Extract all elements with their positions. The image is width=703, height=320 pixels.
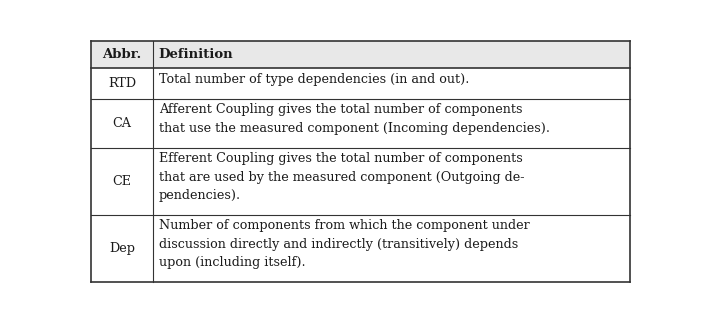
Text: Number of components from which the component under: Number of components from which the comp… xyxy=(159,220,529,232)
Text: Definition: Definition xyxy=(159,48,233,61)
Text: RTD: RTD xyxy=(108,77,136,90)
Bar xyxy=(91,41,630,68)
Text: CE: CE xyxy=(112,175,131,188)
Bar xyxy=(91,99,630,148)
Bar xyxy=(91,68,630,99)
Text: that are used by the measured component (Outgoing de-: that are used by the measured component … xyxy=(159,171,524,183)
Text: Dep: Dep xyxy=(109,242,135,255)
Bar xyxy=(91,148,630,215)
Text: Total number of type dependencies (in and out).: Total number of type dependencies (in an… xyxy=(159,73,469,86)
Text: Afferent Coupling gives the total number of components: Afferent Coupling gives the total number… xyxy=(159,103,522,116)
Text: pendencies).: pendencies). xyxy=(159,189,241,202)
Text: Efferent Coupling gives the total number of components: Efferent Coupling gives the total number… xyxy=(159,152,522,165)
Text: Abbr.: Abbr. xyxy=(103,48,141,61)
Bar xyxy=(91,215,630,282)
Text: that use the measured component (Incoming dependencies).: that use the measured component (Incomin… xyxy=(159,122,550,135)
Text: upon (including itself).: upon (including itself). xyxy=(159,256,305,269)
Text: discussion directly and indirectly (transitively) depends: discussion directly and indirectly (tran… xyxy=(159,238,518,251)
Text: CA: CA xyxy=(112,117,131,130)
